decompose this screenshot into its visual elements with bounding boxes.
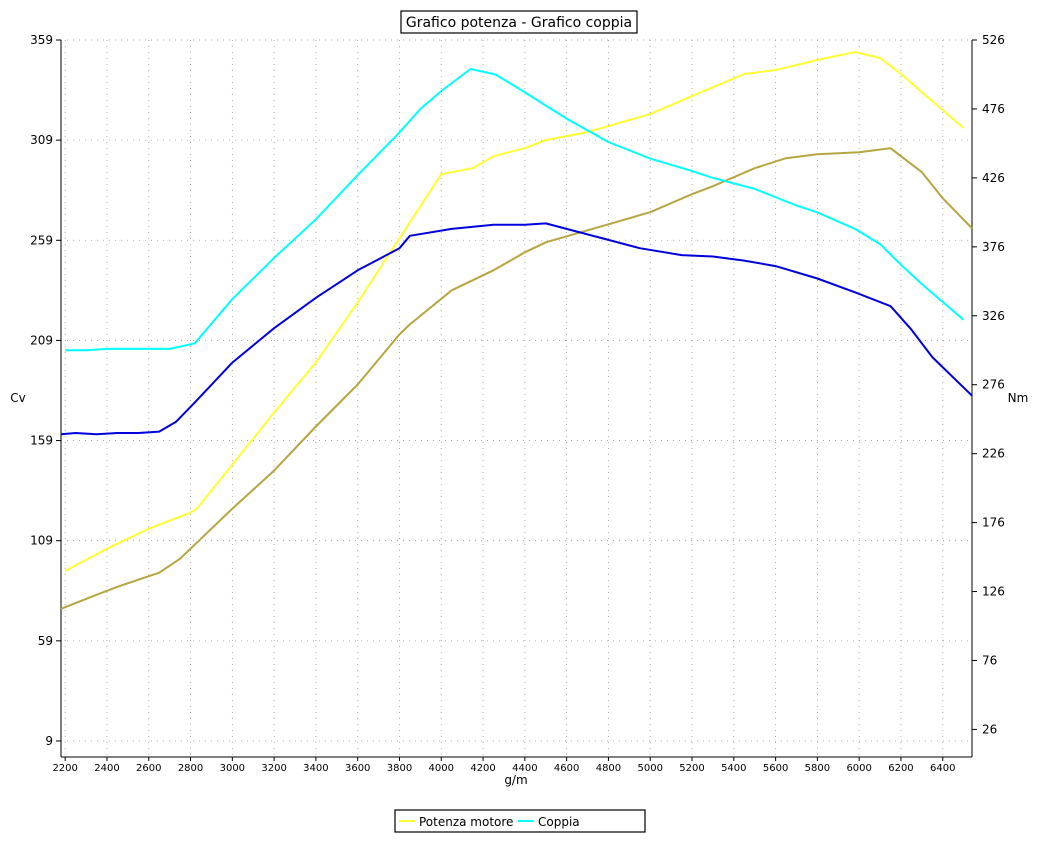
x-tick-label: 5400 <box>721 763 746 774</box>
series-line-0 <box>64 51 965 572</box>
y-right-tick-label: 526 <box>982 33 1005 47</box>
x-tick-label: 4800 <box>596 763 621 774</box>
x-tick-label: 2400 <box>94 763 119 774</box>
y-left-tick-label: 9 <box>45 734 53 748</box>
x-tick-label: 6200 <box>888 763 913 774</box>
x-tick-label: 2800 <box>178 763 203 774</box>
y-left-tick-label: 59 <box>38 634 53 648</box>
y-right-tick-label: 176 <box>982 516 1005 530</box>
y-axis-right-label: Nm <box>1008 391 1029 405</box>
x-tick-label: 3600 <box>345 763 370 774</box>
y-left-tick-label: 109 <box>30 534 53 548</box>
series-group <box>60 51 973 610</box>
y-right-tick-label: 426 <box>982 171 1005 185</box>
y-left-tick-label: 159 <box>30 434 53 448</box>
chart-title-box <box>400 10 638 34</box>
series-line-3 <box>60 222 973 436</box>
x-tick-label: 5000 <box>637 763 662 774</box>
y-right-tick-label: 326 <box>982 309 1005 323</box>
y-right-tick-label: 276 <box>982 378 1005 392</box>
x-tick-label: 3800 <box>387 763 412 774</box>
y-left-tick-label: 309 <box>30 133 53 147</box>
x-tick-label: 4400 <box>512 763 537 774</box>
y-right-tick-label: 26 <box>982 722 997 736</box>
legend-label-coppia: Coppia <box>538 815 580 829</box>
y-left-tick-label: 209 <box>30 333 53 347</box>
x-tick-label: 2200 <box>52 763 77 774</box>
x-tick-label: 3000 <box>220 763 245 774</box>
y-right-tick-label: 226 <box>982 447 1005 461</box>
legend: Potenza motore Coppia <box>394 809 646 833</box>
x-tick-label: 5200 <box>679 763 704 774</box>
x-tick-label: 4600 <box>554 763 579 774</box>
x-tick-label: 3200 <box>261 763 286 774</box>
y-left-tick-label: 259 <box>30 233 53 247</box>
series-line-1 <box>60 147 973 610</box>
y-right-tick-label: 126 <box>982 585 1005 599</box>
legend-label-potenza: Potenza motore <box>419 815 513 829</box>
y-axis-left-label: Cv <box>10 391 25 405</box>
x-tick-label: 5600 <box>763 763 788 774</box>
y-right-tick-label: 76 <box>982 653 997 667</box>
chart-title: Grafico potenza - Grafico coppia <box>406 15 632 31</box>
y-left-tick-label: 359 <box>30 33 53 47</box>
x-tick-label: 6000 <box>846 763 871 774</box>
x-tick-label: 5800 <box>805 763 830 774</box>
series-line-2 <box>65 68 965 352</box>
x-tick-label: 4000 <box>429 763 454 774</box>
x-tick-label: 2600 <box>136 763 161 774</box>
x-tick-label: 3400 <box>303 763 328 774</box>
ticks: 9 59 109 159 209 259 309 359 26 76 126 176 226 276 326… <box>30 33 1005 774</box>
y-right-tick-label: 376 <box>982 240 1005 254</box>
x-tick-label: 4200 <box>470 763 495 774</box>
x-axis-label: g/m <box>504 773 527 787</box>
x-tick-label: 6400 <box>930 763 955 774</box>
y-right-tick-label: 476 <box>982 102 1005 116</box>
